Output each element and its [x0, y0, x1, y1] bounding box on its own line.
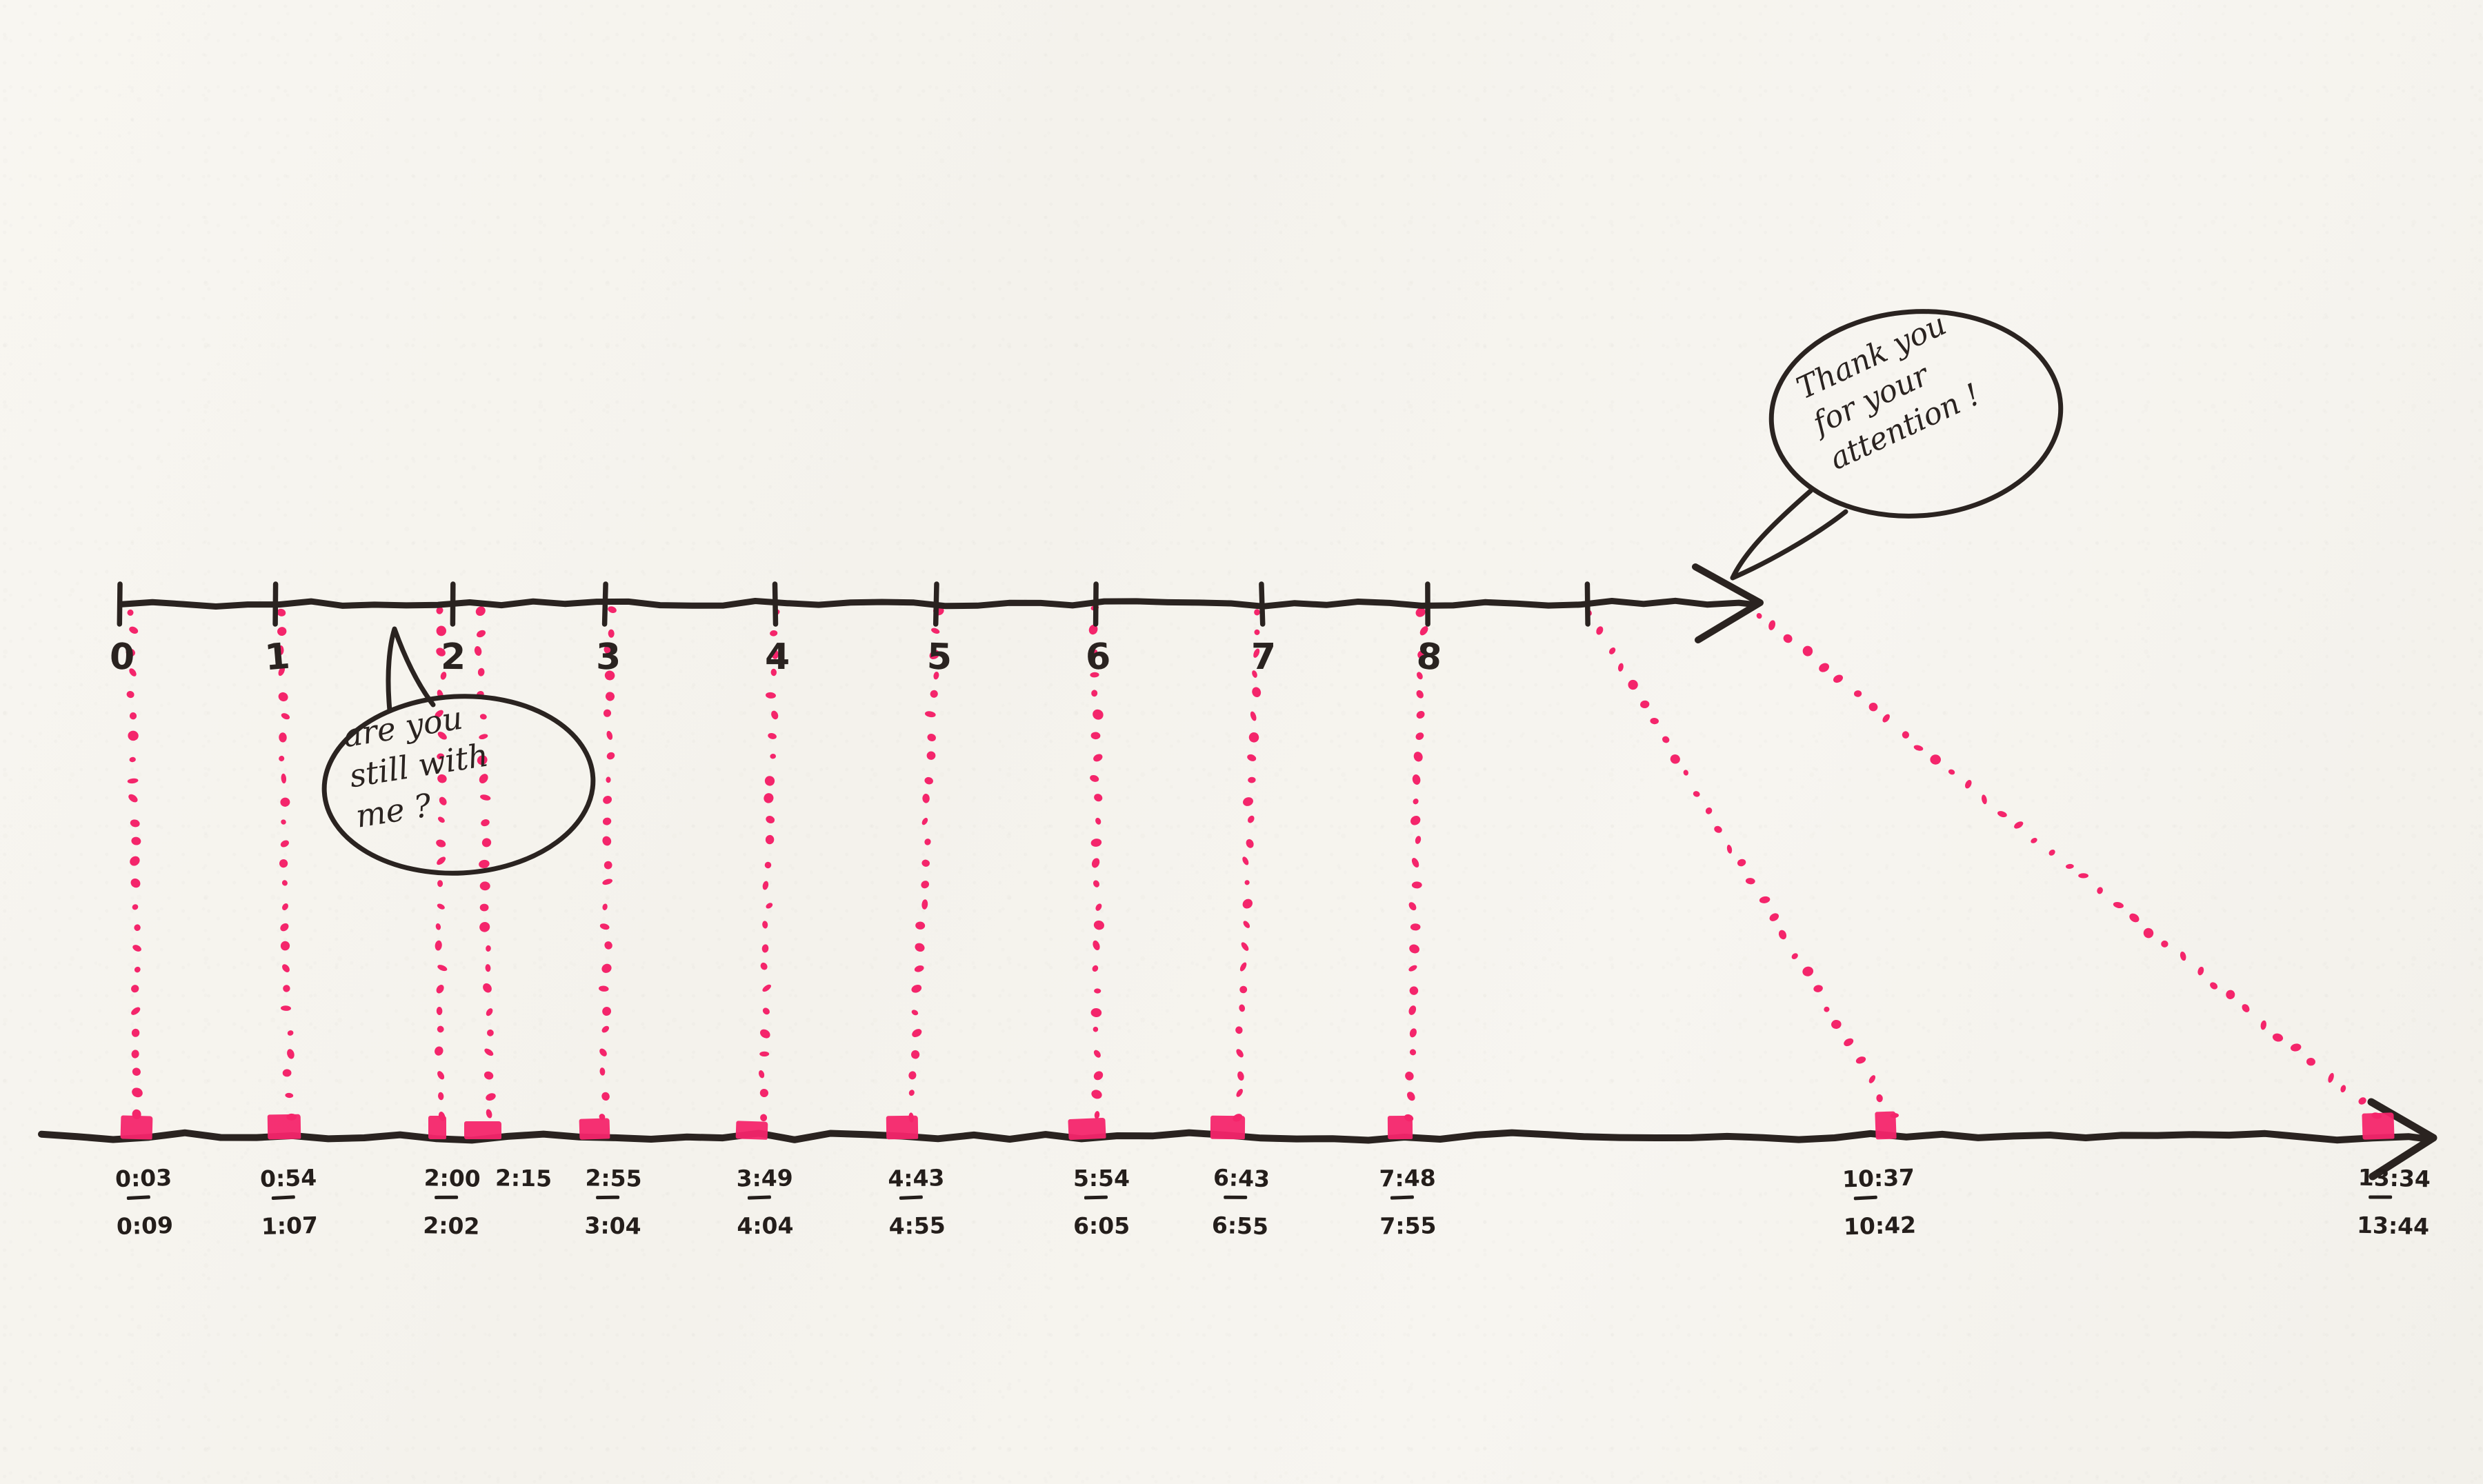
time-marker	[2362, 1112, 2395, 1140]
minute-label-7: 7	[1250, 636, 1277, 679]
time-end: 7:55	[1379, 1212, 1437, 1240]
bubble-thank-you	[1730, 309, 2064, 581]
time-start: 5:54	[1073, 1164, 1130, 1192]
time-start: 2:55	[585, 1164, 642, 1192]
time-marker	[886, 1115, 919, 1140]
dotted-connector	[1233, 609, 1262, 1122]
minute-tick	[772, 581, 779, 627]
range-dash	[126, 1195, 150, 1201]
time-range-label: 13:34 13:44	[2356, 1163, 2431, 1241]
minute-tick	[933, 581, 939, 627]
time-start: 6:43	[1213, 1163, 1270, 1193]
time-start: 0:54	[259, 1163, 317, 1193]
range-dash	[435, 1195, 459, 1199]
time-range-label: 0:03 0:09	[114, 1163, 174, 1241]
time-end: 4:55	[888, 1212, 946, 1240]
dotted-connector	[599, 606, 617, 1121]
minute-tick	[1259, 581, 1266, 627]
range-dash	[1390, 1195, 1415, 1200]
time-range-label: 6:43 6:55	[1211, 1163, 1270, 1241]
bubble-tail	[1730, 488, 1848, 581]
time-marker	[1387, 1115, 1413, 1140]
time-marker	[1210, 1115, 1246, 1140]
minute-tick	[1093, 581, 1099, 627]
time-end: 1:07	[261, 1211, 319, 1241]
time-start: 4:43	[887, 1164, 945, 1192]
bubble-outline	[321, 694, 596, 876]
minute-label-0: 0	[108, 636, 136, 679]
time-range-label: 0:54 1:07	[259, 1163, 319, 1241]
time-end: 13:44	[2356, 1211, 2430, 1241]
minute-label-6: 6	[1084, 636, 1112, 679]
minute-tick	[601, 581, 608, 627]
dotted-connector	[1088, 605, 1104, 1119]
time-marker	[1875, 1111, 1897, 1140]
time-range-label: 2:00 2:02	[422, 1164, 481, 1240]
range-dash	[596, 1195, 620, 1200]
dotted-connector	[474, 606, 496, 1119]
time-range-label: 2:15	[495, 1164, 552, 1192]
minute-label-8: 8	[1415, 635, 1444, 679]
time-end: 6:55	[1211, 1211, 1269, 1241]
time-range-label: 10:37 10:42	[1842, 1163, 1917, 1241]
time-start: 2:15	[495, 1164, 552, 1192]
range-dash	[271, 1195, 295, 1201]
minutes-axis-line	[117, 597, 1759, 610]
time-end: 0:09	[116, 1211, 174, 1241]
minute-label-2: 2	[440, 636, 466, 679]
time-end: 6:05	[1073, 1212, 1130, 1240]
time-range-label: 3:49 4:04	[736, 1164, 794, 1240]
time-range-label: 4:43 4:55	[887, 1164, 946, 1240]
bubble-are-you-still-with-me	[321, 626, 596, 876]
time-marker	[1068, 1117, 1106, 1141]
range-dash	[899, 1195, 923, 1200]
time-start: 0:03	[114, 1163, 172, 1193]
time-end: 10:42	[1843, 1211, 1917, 1241]
time-start: 7:48	[1379, 1164, 1436, 1192]
time-start: 3:49	[736, 1164, 793, 1192]
minute-label-3: 3	[595, 636, 621, 679]
time-range-label: 5:54 6:05	[1073, 1164, 1130, 1240]
time-end: 3:04	[584, 1212, 641, 1240]
range-dash	[747, 1195, 772, 1200]
time-end: 4:04	[737, 1212, 794, 1240]
time-start: 10:37	[1842, 1163, 1915, 1193]
bubble-outline	[1768, 309, 2064, 519]
range-dash	[1853, 1195, 1877, 1201]
dotted-connector	[758, 609, 780, 1122]
time-marker	[579, 1118, 610, 1140]
range-dash	[1084, 1195, 1108, 1200]
minute-label-4: 4	[764, 636, 790, 679]
dotted-connector	[1586, 609, 1899, 1119]
time-marker	[463, 1121, 502, 1140]
minutes-axis-arrowhead	[1692, 563, 1764, 643]
dotted-connector	[435, 606, 448, 1121]
time-range-label: 7:48 7:55	[1379, 1164, 1437, 1240]
minute-label-5: 5	[926, 636, 953, 679]
minute-tick	[117, 581, 123, 627]
bubble-tail	[386, 626, 436, 713]
minute-tick	[1584, 581, 1590, 627]
time-marker	[267, 1114, 301, 1140]
range-dash	[1224, 1195, 1248, 1199]
range-dash	[2369, 1195, 2393, 1199]
time-marker	[428, 1115, 447, 1140]
time-end: 2:02	[422, 1212, 480, 1240]
dotted-connector	[126, 609, 143, 1120]
dotted-connector	[1756, 612, 2382, 1119]
time-marker	[735, 1121, 768, 1140]
minute-label-1: 1	[263, 635, 292, 679]
time-marker	[120, 1115, 153, 1140]
time-start: 13:34	[2357, 1163, 2431, 1193]
time-range-label: 2:55 3:04	[584, 1164, 642, 1240]
minute-tick	[272, 581, 279, 627]
time-start: 2:00	[423, 1164, 481, 1192]
